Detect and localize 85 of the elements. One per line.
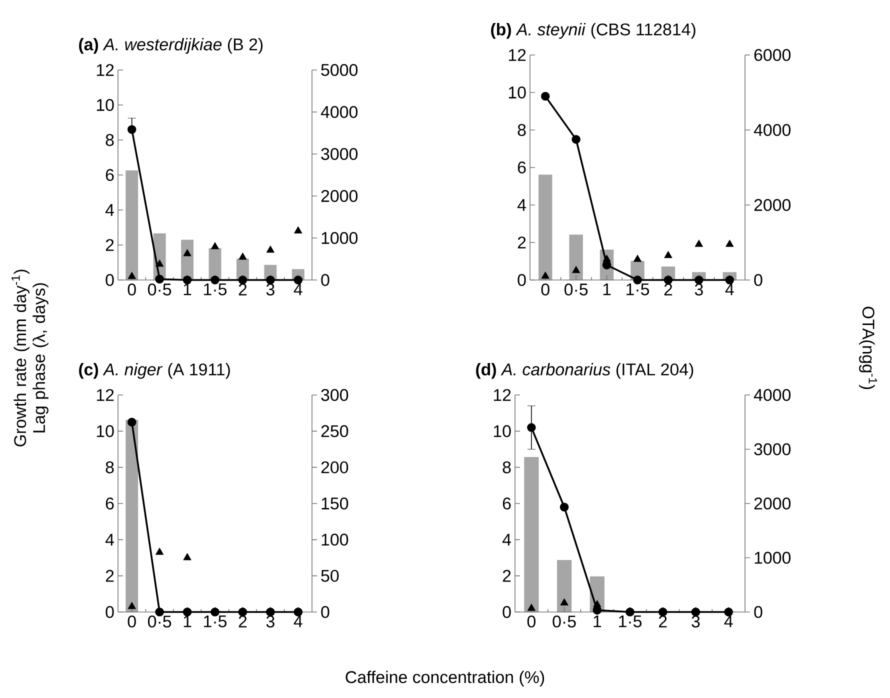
x-tick-label: 0·5 <box>148 284 172 296</box>
y-axis-title: Growth rate (mm day$^{-1}$) Lag phase (λ, days) <box>12 270 48 446</box>
x-tick-label: 4 <box>294 616 302 628</box>
y-tick-label: 4 <box>502 534 511 546</box>
x-tick-label: 0 <box>128 284 136 296</box>
x-tick-label: 0·5 <box>148 616 172 628</box>
y-tick-label: 8 <box>518 124 526 136</box>
y2-tick-label: 50 <box>321 570 339 582</box>
y2-tick-label: 4000 <box>754 389 791 401</box>
y2-tick-label: 6000 <box>754 48 791 61</box>
y-tick-label: 10 <box>508 86 526 98</box>
y2-tick-label: 300 <box>321 389 348 401</box>
y-tick-label: 2 <box>106 570 114 582</box>
x-tick-label: 0·5 <box>564 284 588 296</box>
y-tick-label: 8 <box>106 461 114 474</box>
y-tick-label: 0 <box>106 606 114 618</box>
y-tick-label: 6 <box>106 168 114 181</box>
y-tick-label: 10 <box>96 98 114 111</box>
y2-axis-title: OTA(ngg$^{-1}$) <box>859 306 877 390</box>
y-tick-label: 6 <box>518 161 526 174</box>
x-tick-label: 1·5 <box>204 284 227 296</box>
y2-tick-label: 150 <box>322 498 348 510</box>
x-tick-label: 3 <box>266 284 274 296</box>
x-tick-label: 4 <box>725 284 734 296</box>
x-tick-label: 1·5 <box>619 616 642 628</box>
x-tick-label: 0 <box>541 284 550 296</box>
y2-tick-label: 4000 <box>754 124 791 136</box>
y2-tick-label: 1000 <box>754 552 791 564</box>
y2-tick-label: 100 <box>322 534 348 546</box>
y-tick-label: 6 <box>106 498 114 510</box>
x-tick-label: 2 <box>238 616 247 628</box>
y-tick-label: 0 <box>502 606 511 618</box>
x-tick-label: 2 <box>664 284 672 296</box>
y-tick-label: 0 <box>518 274 526 286</box>
y-tick-label: 10 <box>494 425 511 438</box>
y-tick-label: 8 <box>106 134 114 146</box>
y-tick-label: 12 <box>96 389 114 401</box>
x-tick-label: 2 <box>238 284 247 296</box>
x-axis-title: Caffeine concentration (%) <box>346 670 544 686</box>
x-tick-label: 1 <box>184 616 192 628</box>
x-tick-label: 1·5 <box>626 284 650 296</box>
y-tick-label: 8 <box>502 461 511 474</box>
y-tick-label: 0 <box>106 274 114 286</box>
y2-tick-label: 0 <box>754 606 762 618</box>
y-tick-label: 4 <box>105 534 114 546</box>
y2-tick-label: 0 <box>321 606 330 618</box>
y2-tick-label: 200 <box>321 461 348 474</box>
y2-tick-label: 1000 <box>322 232 358 244</box>
x-tick-label: 0 <box>527 616 536 628</box>
y-tick-label: 2 <box>106 239 114 251</box>
chart-title: (a) A. westerdijkiae (B 2) <box>79 38 263 54</box>
x-tick-label: 3 <box>266 616 274 628</box>
y2-tick-label: 3000 <box>321 148 358 160</box>
y-tick-label: 12 <box>96 64 114 76</box>
chart-title: (b) A. steynii (CBS 112814) <box>491 23 696 39</box>
x-tick-label: 4 <box>294 284 302 296</box>
y2-tick-label: 2000 <box>754 198 791 211</box>
x-tick-label: 1 <box>594 616 602 628</box>
y2-tick-label: 5000 <box>321 64 358 76</box>
x-tick-label: 2 <box>659 616 667 628</box>
y-tick-label: 12 <box>494 389 511 401</box>
x-tick-label: 1 <box>184 284 192 296</box>
y2-tick-label: 250 <box>321 425 348 438</box>
y2-tick-label: 0 <box>321 274 330 286</box>
chart-title: (d) A. carbonarius (ITAL 204) <box>476 363 694 379</box>
y-tick-label: 6 <box>502 498 511 510</box>
y-tick-label: 4 <box>105 204 114 216</box>
x-tick-label: 3 <box>694 284 703 296</box>
y2-tick-label: 3000 <box>754 443 791 456</box>
y-tick-label: 2 <box>518 236 526 248</box>
y2-tick-label: 2000 <box>321 190 358 202</box>
x-tick-label: 1 <box>603 284 611 296</box>
x-tick-label: 4 <box>724 616 733 628</box>
y-tick-label: 10 <box>96 425 114 438</box>
y2-tick-label: 0 <box>754 274 762 286</box>
y2-tick-label: 2000 <box>754 498 791 510</box>
x-tick-label: 0 <box>128 616 136 628</box>
y2-tick-label: 4000 <box>320 106 358 118</box>
x-tick-label: 1·5 <box>204 616 227 628</box>
chart-title: (c) A. niger (A 1911) <box>79 363 230 379</box>
y-tick-label: 2 <box>502 570 511 582</box>
y-tick-label: 4 <box>517 199 526 211</box>
x-tick-label: 3 <box>692 616 700 628</box>
x-tick-label: 0·5 <box>552 616 576 628</box>
y-tick-label: 12 <box>508 49 526 61</box>
